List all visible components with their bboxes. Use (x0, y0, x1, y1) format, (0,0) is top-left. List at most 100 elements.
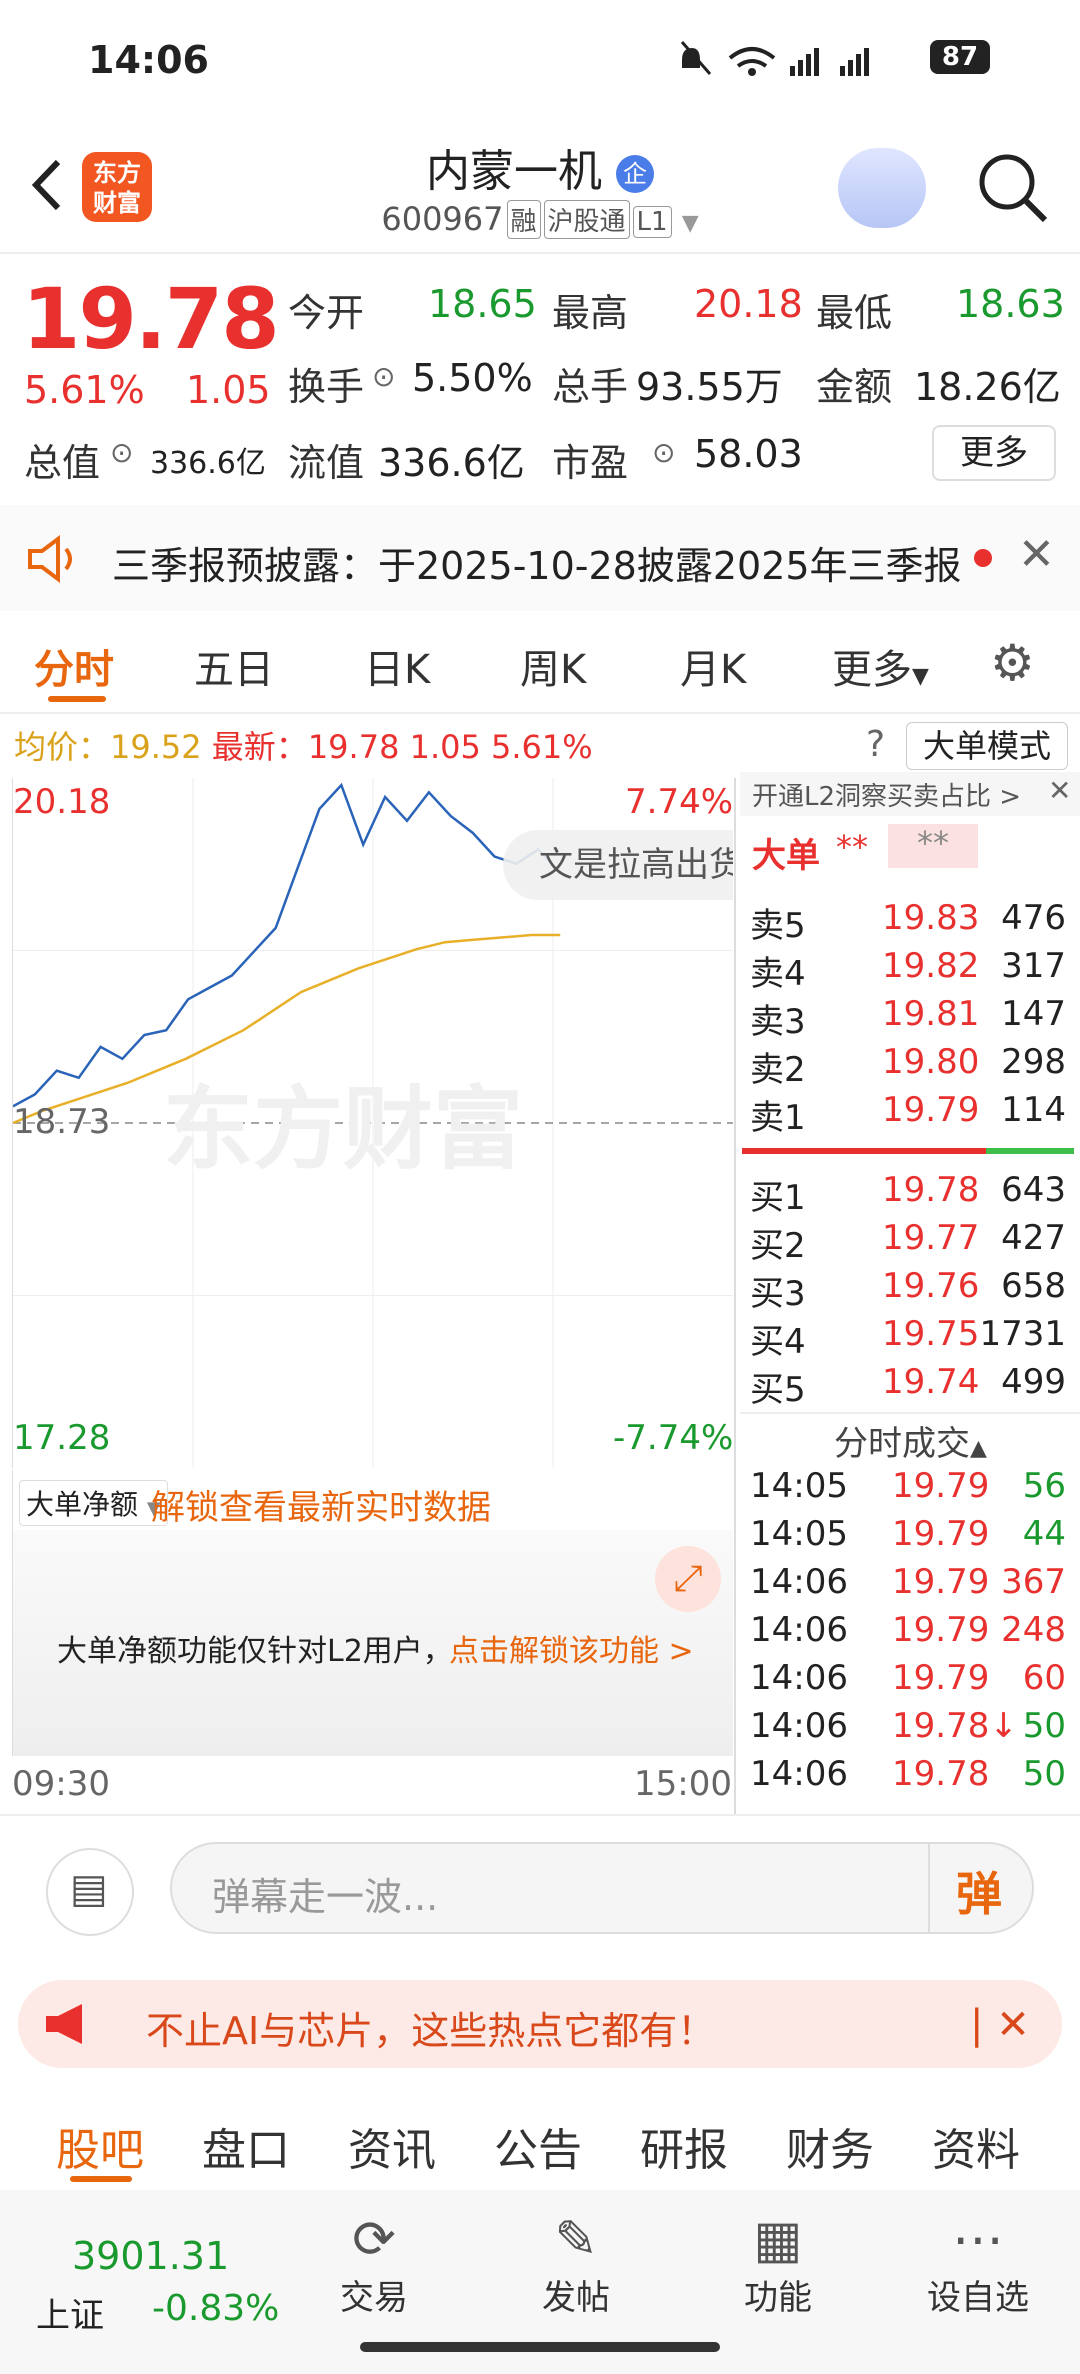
price-series (13, 782, 562, 1108)
net-amount-panel: 大单净额 ▼ 解锁查看最新实时数据 ⤢ 大单净额功能仅针对L2用户， 点击解锁该… (12, 1470, 733, 1756)
tab-more[interactable]: 更多▼ (832, 647, 929, 693)
stock-code-line[interactable]: 600967 融沪股通 L1 ▼ (0, 200, 1080, 239)
danmu-bubble-text: 文是拉高出货 (539, 845, 733, 885)
logo-text: 东方财富 (93, 159, 141, 217)
tab-market[interactable]: 盘口 (202, 2125, 290, 2176)
bid-row-volume: 658 (1001, 1266, 1066, 1306)
dropdown-caret-icon[interactable]: ▼ (681, 211, 699, 236)
open-label: 今开 (288, 291, 365, 335)
index-value: 3901.31 (72, 2234, 230, 2278)
yen-cycle-icon: ⟳ (352, 2210, 396, 2270)
index-widget[interactable]: 3901.31 上证 -0.83% (30, 2200, 290, 2340)
nav-trade[interactable]: ⟳ 交易 (314, 2210, 434, 2319)
trade-row: 14:06 19.78↓ 50 (742, 1706, 1074, 1754)
danmu-input[interactable]: 弹幕走一波... 弹 (170, 1842, 1034, 1934)
promo-banner[interactable]: 不止AI与芯片，这些热点它都有！ | ✕ (18, 1980, 1062, 2068)
tab-research[interactable]: 研报 (640, 2125, 728, 2176)
help-icon[interactable]: ? (866, 724, 886, 765)
bid-row: 买3 19.76 658 (742, 1266, 1074, 1314)
unlock-link[interactable]: 解锁查看最新实时数据 (151, 1488, 491, 1528)
home-indicator (360, 2342, 720, 2352)
l2-promo-text: 开通L2洞察买卖占比 > (752, 782, 1022, 812)
trade-row-price: 19.79 (892, 1658, 990, 1698)
close-icon[interactable]: ✕ (1048, 774, 1072, 807)
ask-row-price: 19.82 (882, 946, 980, 986)
tab-weekly-k[interactable]: 周K (520, 647, 587, 693)
trade-row-label: 14:06 (750, 1610, 848, 1650)
tab-announcements[interactable]: 公告 (494, 2125, 582, 2176)
tab-daily-k[interactable]: 日K (364, 647, 431, 693)
tab-forum[interactable]: 股吧 (56, 2125, 144, 2176)
intraday-chart[interactable]: 东方财富 20.18 7.74% 18.73 17.28 -7.74% 文是拉高… (12, 778, 734, 1468)
l2-promo-bar[interactable]: 开通L2洞察买卖占比 > ✕ (740, 772, 1080, 816)
pe-label: 市盈 (552, 441, 629, 485)
locked-overlay: ⤢ 大单净额功能仅针对L2用户， 点击解锁该功能 > (13, 1530, 733, 1756)
bid-row: 买4 19.75 1731 (742, 1314, 1074, 1362)
tab-intraday[interactable]: 分时 (34, 647, 114, 693)
sell-ratio-bar (742, 1148, 986, 1154)
more-button[interactable]: 更多 (932, 425, 1056, 481)
pe-value: 58.03 (694, 432, 803, 476)
tab-profile[interactable]: 资料 (932, 2125, 1020, 2176)
status-bar: 14:06 87 (0, 0, 1080, 120)
bid-row-price: 19.74 (882, 1362, 980, 1402)
axis-mid: 18.73 (13, 1102, 111, 1142)
info-icon[interactable]: ⊙ (372, 360, 396, 393)
info-icon[interactable]: ⊙ (110, 436, 134, 469)
danmu-settings-button[interactable]: ▤ (46, 1848, 134, 1936)
bid-row: 买2 19.77 427 (742, 1218, 1074, 1266)
clock: 14:06 (88, 38, 209, 82)
bid-row-label: 买1 (750, 1178, 806, 1218)
big-order-mode-button[interactable]: 大单模式 (906, 722, 1068, 770)
nav-functions[interactable]: ▦ 功能 (718, 2210, 838, 2319)
tab-five-day[interactable]: 五日 (194, 647, 274, 693)
trade-row-price: 19.78 (892, 1754, 990, 1794)
ask-row-price: 19.83 (882, 898, 980, 938)
tab-news[interactable]: 资讯 (348, 2125, 436, 2176)
settings-gear-icon[interactable]: ⚙ (990, 634, 1035, 692)
section-tabs: 股吧 盘口 资讯 公告 研报 财务 资料 (0, 2090, 1080, 2190)
ask-row: 卖1 19.79 114 (742, 1090, 1074, 1138)
tab-monthly-k[interactable]: 月K (680, 647, 747, 693)
expand-icon[interactable]: ⤢ (655, 1546, 721, 1612)
last-percent: 5.61% (491, 728, 593, 766)
stock-code: 600967 (381, 200, 504, 238)
close-icon[interactable]: ✕ (1018, 529, 1055, 580)
danmu-send-button[interactable]: 弹 (956, 1867, 1002, 1921)
time-end: 15:00 (634, 1764, 732, 1804)
ask-row-price: 19.81 (882, 994, 980, 1034)
tab-financials[interactable]: 财务 (786, 2125, 874, 2176)
big-order-stars: ** (836, 828, 868, 866)
info-icon[interactable]: ⊙ (652, 436, 676, 469)
bid-row-volume: 499 (1001, 1362, 1066, 1402)
nav-watchlist[interactable]: ⋯ 设自选 (918, 2210, 1038, 2319)
axis-high-pct: 7.74% (625, 782, 734, 822)
search-icon[interactable] (975, 150, 1051, 226)
locked-message: 大单净额功能仅针对L2用户， (57, 1634, 453, 1669)
back-arrow-icon[interactable] (22, 150, 72, 220)
trade-row-price: 19.79 (892, 1514, 990, 1554)
bottom-nav: 3901.31 上证 -0.83% ⟳ 交易 ✎ 发帖 ▦ 功能 ⋯ 设自选 (0, 2190, 1080, 2374)
axis-high: 20.18 (13, 782, 111, 822)
notice-bar[interactable]: 三季报预披露：于2025-10-28披露2025年三季报 ✕ (0, 505, 1080, 611)
tag-margin: 融 (506, 200, 541, 239)
trade-row-label: 14:06 (750, 1706, 848, 1746)
speaker-icon (28, 535, 72, 583)
close-icon[interactable]: | ✕ (970, 2002, 1030, 2048)
bid-row: 买1 19.78 643 (742, 1170, 1074, 1218)
avg-label: 均价： (14, 728, 111, 766)
nav-post[interactable]: ✎ 发帖 (516, 2210, 636, 2319)
trade-row-label: 14:06 (750, 1562, 848, 1602)
amount-label: 金额 (816, 365, 893, 409)
trades-title[interactable]: 分时成交▲ (834, 1424, 987, 1464)
nav-post-label: 发帖 (542, 2278, 610, 2318)
change-percent: 5.61% (24, 368, 145, 412)
trade-row-price: 19.79 (892, 1610, 990, 1650)
app-logo: 东方财富 (82, 152, 152, 222)
net-amount-select[interactable]: 大单净额 ▼ (19, 1480, 168, 1526)
volume-label: 总手 (552, 365, 629, 409)
unlock-feature-link[interactable]: 点击解锁该功能 > (449, 1634, 694, 1669)
ai-assistant-avatar[interactable] (838, 148, 926, 228)
stock-title: 内蒙一机 企 (0, 135, 1080, 199)
bid-row-price: 19.75 (882, 1314, 980, 1354)
